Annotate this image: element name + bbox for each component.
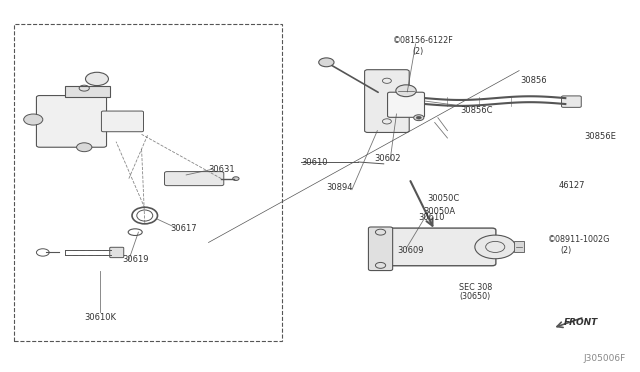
Text: 30610: 30610	[419, 213, 445, 222]
Text: 30602: 30602	[374, 154, 401, 163]
FancyBboxPatch shape	[36, 96, 106, 147]
Text: 30050A: 30050A	[423, 207, 455, 217]
Text: SEC 308: SEC 308	[459, 283, 492, 292]
Bar	[14, 23, 282, 341]
Text: 30856E: 30856E	[584, 132, 616, 141]
Text: 30856C: 30856C	[460, 106, 493, 115]
Text: 30610K: 30610K	[84, 312, 116, 321]
Text: 30050C: 30050C	[427, 195, 460, 203]
Text: 46127: 46127	[559, 182, 586, 190]
FancyBboxPatch shape	[101, 111, 143, 132]
FancyBboxPatch shape	[109, 247, 124, 258]
Text: (2): (2)	[561, 246, 572, 255]
Text: 30619: 30619	[122, 255, 149, 264]
Circle shape	[319, 58, 334, 67]
Circle shape	[396, 85, 416, 97]
Text: 30617: 30617	[170, 224, 197, 233]
FancyBboxPatch shape	[369, 227, 393, 270]
Circle shape	[24, 114, 43, 125]
Circle shape	[77, 143, 92, 152]
Polygon shape	[515, 241, 524, 253]
Polygon shape	[65, 86, 109, 97]
FancyBboxPatch shape	[365, 70, 409, 132]
Text: FRONT: FRONT	[563, 318, 598, 327]
Text: 30856: 30856	[521, 76, 547, 85]
Circle shape	[416, 116, 421, 119]
Text: 30610: 30610	[301, 157, 328, 167]
FancyBboxPatch shape	[380, 228, 496, 266]
FancyBboxPatch shape	[164, 171, 224, 186]
FancyBboxPatch shape	[561, 96, 581, 108]
Text: ©08911-1002G: ©08911-1002G	[548, 235, 611, 244]
Text: ©08156-6122F: ©08156-6122F	[394, 36, 454, 45]
Circle shape	[413, 115, 424, 121]
Circle shape	[475, 235, 516, 259]
FancyBboxPatch shape	[388, 92, 424, 117]
Text: J305006F: J305006F	[584, 354, 626, 363]
Text: 30894: 30894	[326, 183, 353, 192]
Text: (2): (2)	[412, 47, 424, 56]
Circle shape	[86, 72, 108, 86]
Circle shape	[233, 177, 239, 180]
Text: 30631: 30631	[209, 165, 235, 174]
Text: 30609: 30609	[397, 246, 424, 255]
Text: (30650): (30650)	[459, 292, 490, 301]
